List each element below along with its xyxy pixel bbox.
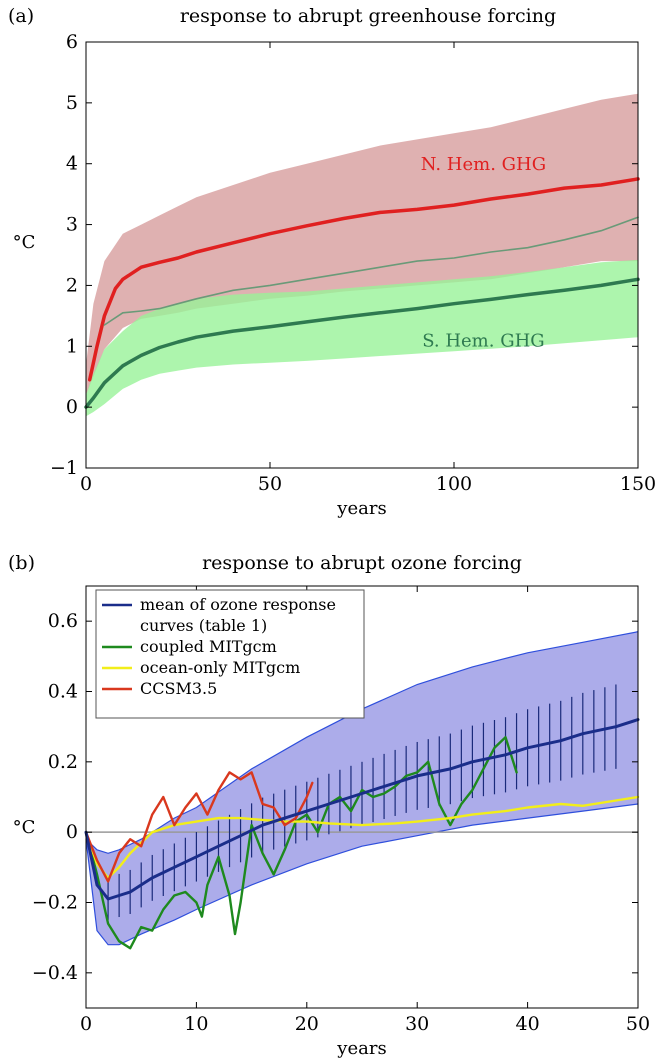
panel-b-legend-label: curves (table 1): [140, 616, 267, 635]
panel-a-xtick-label: 50: [258, 473, 282, 495]
panel-b-xlabel: years: [336, 1038, 386, 1059]
panel-a-series-label-south: S. Hem. GHG: [422, 330, 544, 351]
panel-a-xtick-label: 150: [620, 473, 656, 495]
panel-b-axes-frame: [85, 585, 639, 1009]
panel-b-series-line-1: [84, 736, 518, 950]
panel-a-ytick-label: 3: [66, 214, 78, 236]
panel-b-ytick-label: 0.2: [48, 751, 78, 773]
panel-b-legend-box: [95, 589, 365, 719]
panel-b-legend-label: CCSM3.5: [140, 679, 217, 698]
panel-a-ytick-label: 1: [66, 335, 78, 357]
panel-a-label: (a): [8, 5, 34, 27]
panel-b-ytick-label: 0.4: [48, 681, 78, 703]
panel-a: (a) response to abrupt greenhouse forcin…: [8, 5, 656, 519]
panel-a-ytick-label: 6: [66, 31, 78, 53]
panel-a-xtick-label: 100: [436, 473, 472, 495]
panel-a-series-label-north: N. Hem. GHG: [421, 154, 546, 175]
panel-a-series-line-1: [103, 216, 639, 326]
panel-a-ylabel: °C: [13, 232, 36, 253]
panel-a-series-line-0: [87, 177, 640, 382]
panel-b-ytick-label: −0.4: [32, 962, 78, 984]
panel-a-ytick-label: 4: [66, 153, 78, 175]
panel-b-series-line-3: [84, 771, 314, 883]
panel-a-ytick-label: 5: [66, 92, 78, 114]
panel-b-xtick-label: 10: [184, 1013, 208, 1035]
panel-a-ytick-label: −1: [50, 457, 78, 479]
panel-b-legend-label: mean of ozone response: [140, 595, 336, 614]
panel-b-series-line-2: [84, 795, 640, 880]
panel-b-band-lower-edge: [85, 803, 639, 946]
panel-a-ytick-label: 0: [66, 396, 78, 418]
panel-b-legend-label: coupled MITgcm: [140, 637, 277, 656]
panel-b: (b) response to abrupt ozone forcing 0 10…: [8, 552, 650, 1059]
panel-b-legend: mean of ozone response curves (table 1) co…: [95, 589, 365, 719]
panel-b-ytick-label: 0: [66, 821, 78, 843]
panel-b-ytick-label: 0.6: [48, 610, 78, 632]
panel-b-ylabel: °C: [13, 817, 36, 838]
panel-b-xtick-label: 50: [626, 1013, 650, 1035]
panel-b-label: (b): [8, 552, 35, 574]
panel-a-xlabel: years: [336, 498, 386, 519]
panel-b-band-upper-edge: [85, 631, 639, 854]
panel-b-plot: 0 10 20 30 40 50 −0.4 −0.2 0 0.2 0.4 0.6 mean of ozo…: [32, 585, 650, 1035]
panel-b-xtick-label: 20: [295, 1013, 319, 1035]
panel-b-series-line-0: [84, 718, 640, 901]
panel-b-title: response to abrupt ozone forcing: [202, 552, 522, 574]
panel-b-xtick-label: 30: [405, 1013, 429, 1035]
panel-a-band-north: [86, 93, 638, 395]
panel-a-ytick-label: 2: [66, 274, 78, 296]
panel-a-xtick-label: 0: [80, 473, 92, 495]
panel-a-title: response to abrupt greenhouse forcing: [180, 5, 556, 27]
panel-a-axes-frame: [85, 41, 639, 469]
panel-b-legend-label: ocean-only MITgcm: [140, 658, 300, 677]
panel-a-series-line-2: [84, 277, 640, 409]
panel-b-xtick-label: 40: [516, 1013, 540, 1035]
panel-b-ytick-label: −0.2: [32, 892, 78, 914]
panel-b-xtick-label: 0: [80, 1013, 92, 1035]
